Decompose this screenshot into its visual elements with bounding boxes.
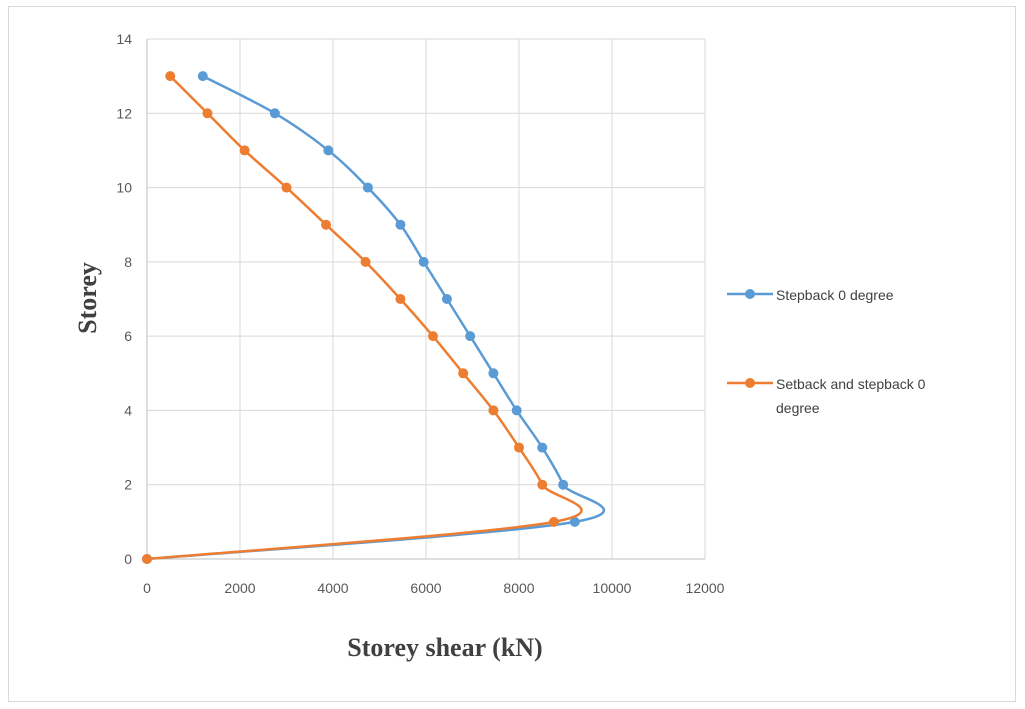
legend: Stepback 0 degree Setback and stepback 0 d… [727, 287, 926, 416]
data-point-series-2 [514, 442, 524, 453]
x-axis-title: Storey shear (kN) [347, 633, 542, 662]
data-point-series-1 [569, 516, 580, 527]
legend-label: Stepback 0 degree [776, 287, 894, 303]
data-point-series-2 [239, 145, 250, 156]
x-tick-label: 8000 [503, 580, 534, 596]
data-point-series-1 [362, 182, 373, 193]
series-line-1 [146, 75, 606, 561]
x-tick-label: 0 [143, 580, 151, 596]
data-point-series-2 [548, 516, 559, 527]
gridlines [146, 38, 706, 560]
data-point-series-2 [321, 219, 332, 230]
data-point-series-1 [441, 294, 452, 304]
data-point-series-2 [360, 256, 371, 267]
y-tick-labels: 0 2 4 6 8 10 12 14 [116, 31, 132, 567]
x-tick-label: 2000 [224, 580, 255, 596]
y-tick-label: 2 [124, 477, 132, 493]
data-point-series-1 [323, 145, 334, 156]
y-axis-title: Storey [73, 262, 102, 334]
data-point-series-2 [281, 182, 292, 193]
data-point-series-2 [427, 331, 438, 342]
series-line-2 [146, 75, 583, 561]
series-layer [142, 71, 606, 564]
y-tick-label: 12 [116, 105, 132, 121]
data-point-series-1 [395, 219, 406, 230]
data-point-series-2 [202, 108, 213, 119]
x-tick-labels: 0 2000 4000 6000 8000 10000 12000 [143, 580, 725, 596]
x-tick-label: 4000 [317, 580, 348, 596]
data-point-series-2 [458, 368, 469, 379]
data-point-series-1 [269, 108, 280, 119]
axes [146, 39, 705, 560]
data-point-series-1 [465, 331, 476, 342]
x-tick-label: 6000 [410, 580, 441, 596]
y-tick-label: 0 [124, 551, 132, 567]
data-point-series-1 [418, 256, 429, 267]
legend-swatch-marker [745, 378, 755, 388]
legend-label: degree [776, 400, 820, 416]
data-point-series-2 [488, 405, 499, 416]
chart-frame [8, 6, 1016, 702]
data-point-series-1 [558, 479, 569, 490]
x-tick-label: 10000 [593, 580, 632, 596]
data-point-series-1 [537, 442, 548, 453]
data-point-series-1 [197, 71, 208, 82]
data-point-series-2 [165, 71, 176, 82]
y-tick-label: 8 [124, 254, 132, 270]
legend-swatch-marker [745, 289, 755, 299]
x-tick-label: 12000 [686, 580, 725, 596]
data-point-series-2 [537, 479, 548, 490]
y-tick-label: 6 [124, 328, 132, 344]
data-point-series-2 [142, 554, 152, 564]
data-point-series-2 [395, 294, 406, 304]
y-tick-label: 10 [116, 180, 132, 196]
y-tick-label: 4 [124, 402, 132, 418]
legend-label: Setback and stepback 0 [776, 376, 926, 392]
y-tick-label: 14 [116, 31, 132, 47]
data-point-series-1 [488, 368, 499, 379]
data-point-series-1 [511, 405, 522, 416]
